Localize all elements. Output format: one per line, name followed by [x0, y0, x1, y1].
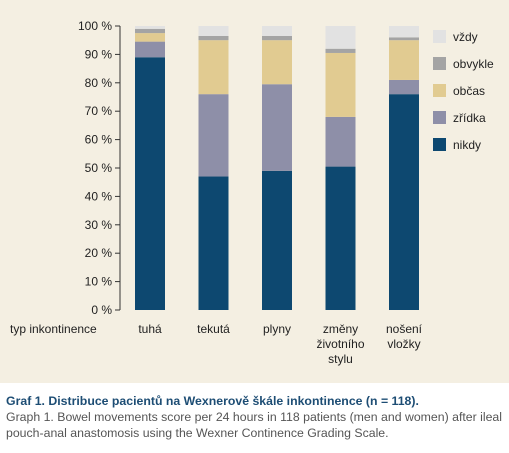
y-tick-label: 60 % [85, 133, 113, 147]
bar-segment-zřídka [198, 94, 229, 177]
x-category-label: tekutá [197, 322, 230, 336]
bar-segment-nikdy [198, 176, 229, 310]
legend-label-obvykle: obvykle [453, 57, 494, 71]
legend-label-nikdy: nikdy [453, 138, 481, 152]
x-category-label: tuhá [138, 322, 162, 336]
y-tick-label: 90 % [85, 47, 113, 61]
figure-caption: Graf 1. Distribuce pacientů na Wexnerově… [6, 393, 506, 441]
y-tick-label: 0 % [91, 303, 112, 317]
bar-segment-občas [198, 40, 229, 95]
legend-swatch-obvykle [433, 57, 446, 70]
bar-segment-vždy [262, 26, 292, 36]
bar-segment-občas [325, 52, 356, 117]
legend-swatch-zřídka [433, 111, 446, 124]
x-category-label: vložky [387, 337, 420, 351]
bar-segment-obvykle [198, 35, 229, 41]
x-category-label: životního [316, 337, 364, 351]
bar-segment-obvykle [325, 48, 356, 53]
bar-segment-obvykle [389, 37, 419, 41]
legend-label-občas: občas [453, 84, 485, 98]
y-tick-label: 100 % [78, 19, 112, 33]
bar-segment-vždy [135, 26, 165, 29]
x-category-label: změny [323, 322, 358, 336]
bar-segment-zřídka [325, 116, 356, 167]
legend-label-zřídka: zřídka [453, 111, 486, 125]
bar-segment-zřídka [389, 79, 419, 95]
y-tick-label: 10 % [85, 275, 113, 289]
legend-swatch-nikdy [433, 138, 446, 151]
x-axis-label: typ inkontinence [10, 322, 97, 336]
y-tick-label: 20 % [85, 246, 113, 260]
bar-segment-občas [389, 40, 419, 80]
y-tick-label: 30 % [85, 218, 113, 232]
caption-text: Graph 1. Bowel movements score per 24 ho… [6, 410, 503, 440]
bar-segment-občas [262, 40, 292, 85]
bar-segment-zřídka [262, 84, 292, 171]
chart-figure: 0 % 10 % 20 % 30 % 40 % 50 % 60 % 70 % 80 % 90 % 1… [0, 0, 509, 383]
bar-segment-zřídka [135, 41, 165, 58]
bar-segment-vždy [389, 26, 419, 38]
bar-segment-obvykle [135, 28, 165, 34]
bar-segment-nikdy [325, 166, 356, 310]
x-category-label: plyny [263, 322, 291, 336]
bar-segment-vždy [198, 26, 229, 36]
legend-label-vždy: vždy [453, 30, 478, 44]
legend-swatch-vždy [433, 30, 446, 43]
legend-swatch-občas [433, 84, 446, 97]
y-tick-label: 80 % [85, 76, 113, 90]
y-tick-label: 70 % [85, 104, 113, 118]
y-tick-label: 50 % [85, 161, 113, 175]
bar-segment-občas [135, 33, 165, 42]
x-category-label: stylu [328, 352, 353, 366]
bar-segment-nikdy [135, 57, 165, 310]
bar-segment-obvykle [262, 35, 292, 41]
caption-title: Graf 1. Distribuce pacientů na Wexnerově… [6, 394, 419, 408]
y-tick-label: 40 % [85, 189, 113, 203]
x-category-label: nošení [386, 322, 423, 336]
bar-segment-vždy [325, 26, 356, 49]
stacked-bar-chart: 0 % 10 % 20 % 30 % 40 % 50 % 60 % 70 % 80 % 90 % 1… [10, 19, 494, 366]
bar-segment-nikdy [262, 170, 292, 310]
bar-segment-nikdy [389, 94, 419, 310]
